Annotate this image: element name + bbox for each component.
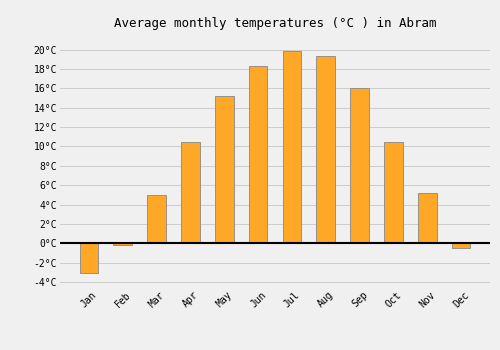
Bar xyxy=(384,142,403,243)
Bar xyxy=(181,142,200,243)
Bar xyxy=(316,56,335,243)
Bar xyxy=(249,66,268,243)
Bar xyxy=(350,88,369,243)
Bar xyxy=(147,195,166,243)
Bar xyxy=(452,243,470,248)
Bar xyxy=(215,96,234,243)
Bar xyxy=(418,193,436,243)
Bar xyxy=(114,243,132,245)
Bar xyxy=(282,51,301,243)
Bar xyxy=(80,243,98,273)
Title: Average monthly temperatures (°C ) in Abram: Average monthly temperatures (°C ) in Ab… xyxy=(114,17,436,30)
